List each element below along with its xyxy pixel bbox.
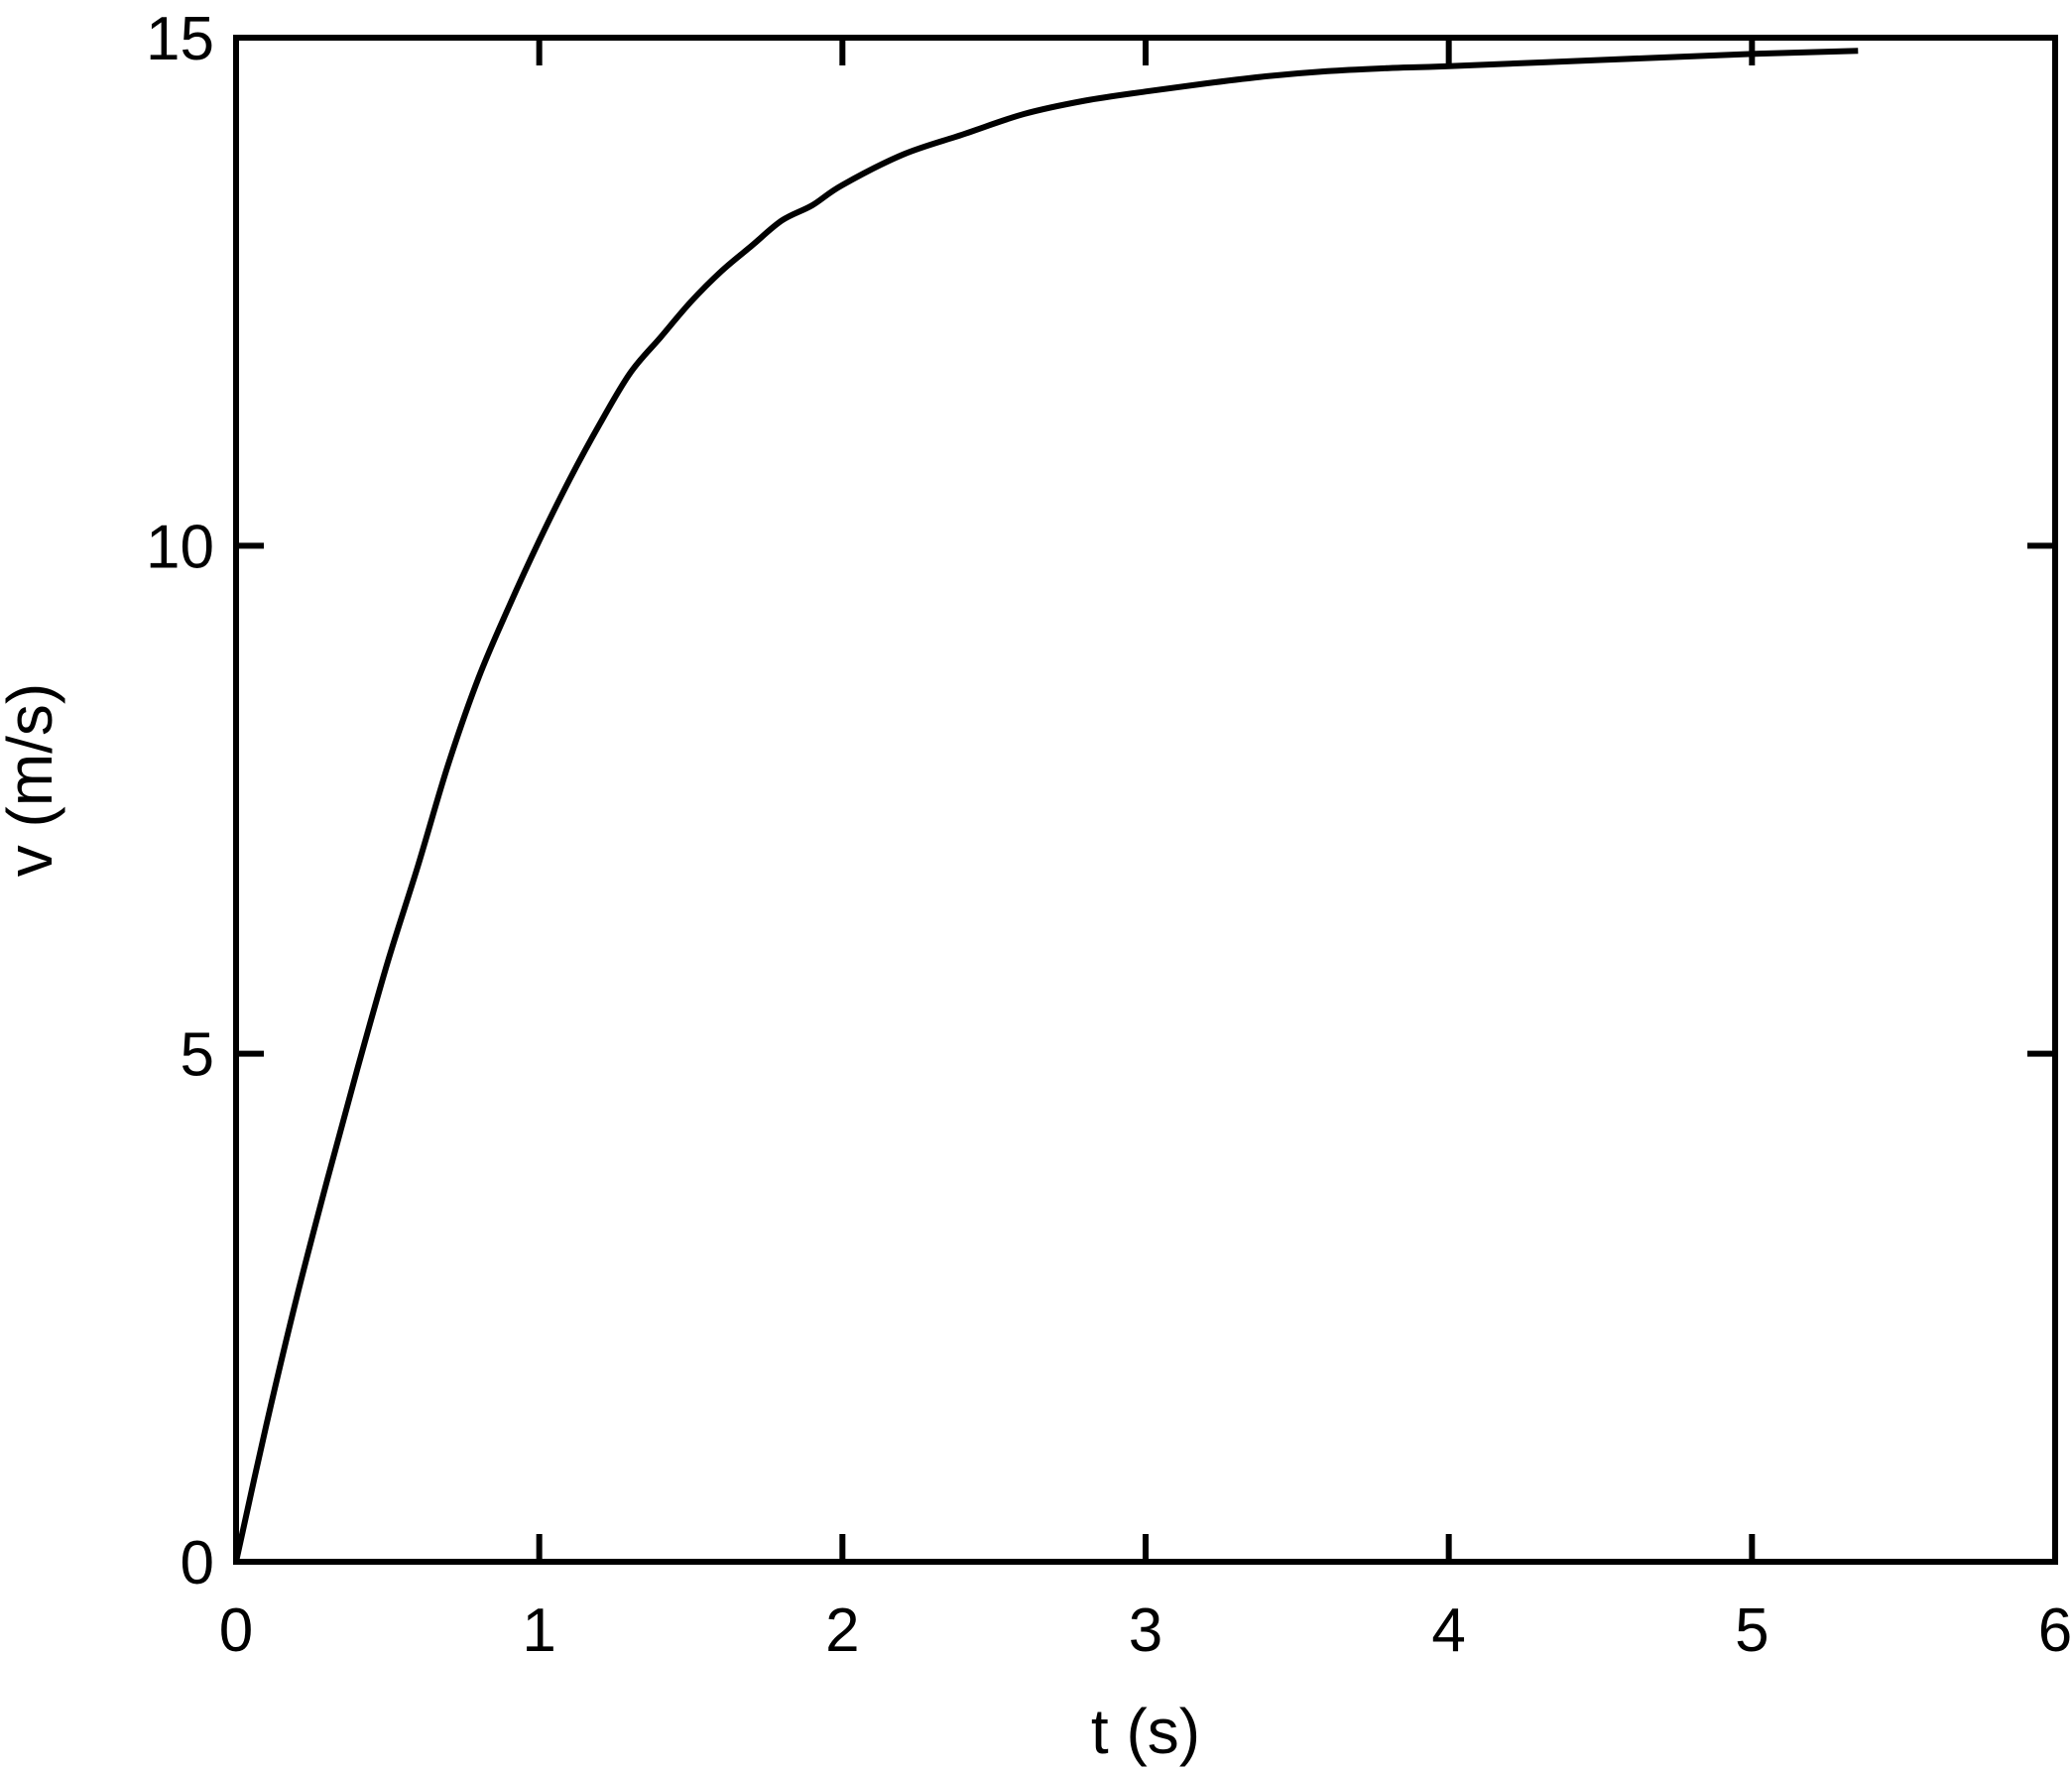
x-tick-label: 1 — [522, 1596, 555, 1665]
y-tick-label: 10 — [146, 513, 214, 581]
curve-layer — [233, 48, 1859, 1563]
y-axis-label: v (m/s) — [0, 683, 65, 878]
x-tick-label: 4 — [1431, 1596, 1465, 1665]
plot-frame — [233, 35, 2058, 1565]
ticks-layer — [236, 38, 2055, 1562]
tick-labels-layer: 0 1 2 3 4 5 6 0 5 10 15 — [146, 5, 2072, 1665]
y-tick-label: 15 — [146, 5, 214, 73]
x-tick-label: 2 — [825, 1596, 859, 1665]
y-tick-label: 5 — [181, 1021, 214, 1090]
y-tick-label: 0 — [181, 1529, 214, 1597]
x-tick-label: 5 — [1735, 1596, 1768, 1665]
x-axis-label: t (s) — [1091, 1696, 1200, 1767]
velocity-curve — [233, 48, 1859, 1563]
x-tick-label: 6 — [2038, 1596, 2072, 1665]
x-tick-label: 3 — [1129, 1596, 1162, 1665]
x-tick-label: 0 — [219, 1596, 253, 1665]
